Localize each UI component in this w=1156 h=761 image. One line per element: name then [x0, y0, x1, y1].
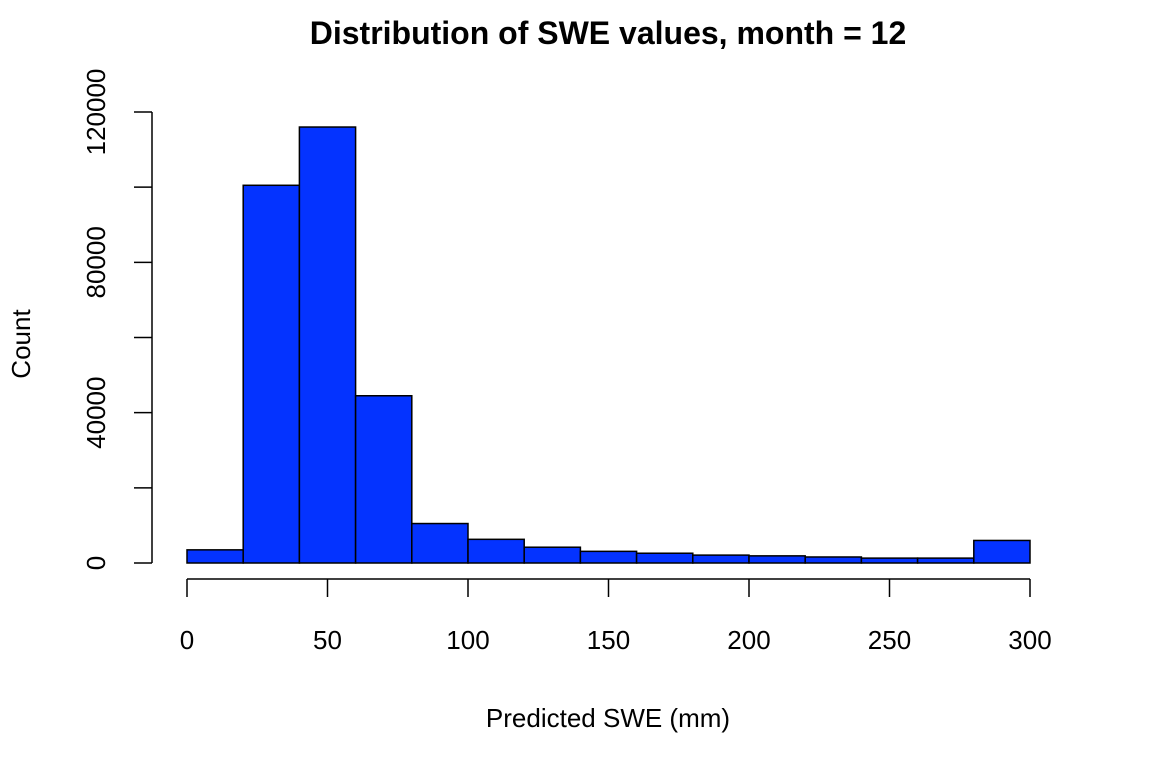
x-axis-label: Predicted SWE (mm)	[486, 703, 730, 733]
x-tick-label-6: 300	[1008, 625, 1051, 655]
chart-title: Distribution of SWE values, month = 12	[310, 15, 907, 51]
x-tick-label-5: 250	[868, 625, 911, 655]
histogram-bar-14	[973, 539, 1031, 564]
x-axis: 0 50 100 150 200 250 300	[180, 578, 1052, 655]
y-tick-label-3: 120000	[81, 69, 111, 156]
histogram-bar-10	[748, 555, 806, 564]
histogram-bar-2	[298, 126, 357, 564]
x-tick-label-4: 200	[727, 625, 770, 655]
y-tick-label-0: 0	[81, 556, 111, 570]
histogram-bar-1	[242, 184, 301, 564]
x-tick-label-1: 50	[313, 625, 342, 655]
x-tick-label-2: 100	[446, 625, 489, 655]
histogram-bar-13	[916, 557, 975, 564]
y-tick-label-2: 80000	[81, 226, 111, 298]
x-tick-label-0: 0	[180, 625, 194, 655]
histogram-bar-11	[804, 556, 863, 564]
y-axis-label: Count	[6, 309, 36, 379]
x-tick-label-3: 150	[587, 625, 630, 655]
histogram-bar-0	[186, 549, 244, 564]
histogram-bar-5	[467, 538, 525, 564]
histogram-bar-8	[635, 552, 694, 564]
histogram-bar-9	[692, 554, 750, 564]
histogram-bar-3	[354, 395, 413, 564]
histogram-bar-12	[860, 557, 919, 564]
histogram-bar-7	[579, 550, 638, 564]
histogram-bar-4	[411, 522, 469, 564]
histogram-bars	[186, 126, 1031, 564]
y-tick-label-1: 40000	[81, 377, 111, 449]
y-axis: 0 40000 80000 120000	[81, 69, 153, 570]
histogram-bar-6	[523, 546, 582, 564]
